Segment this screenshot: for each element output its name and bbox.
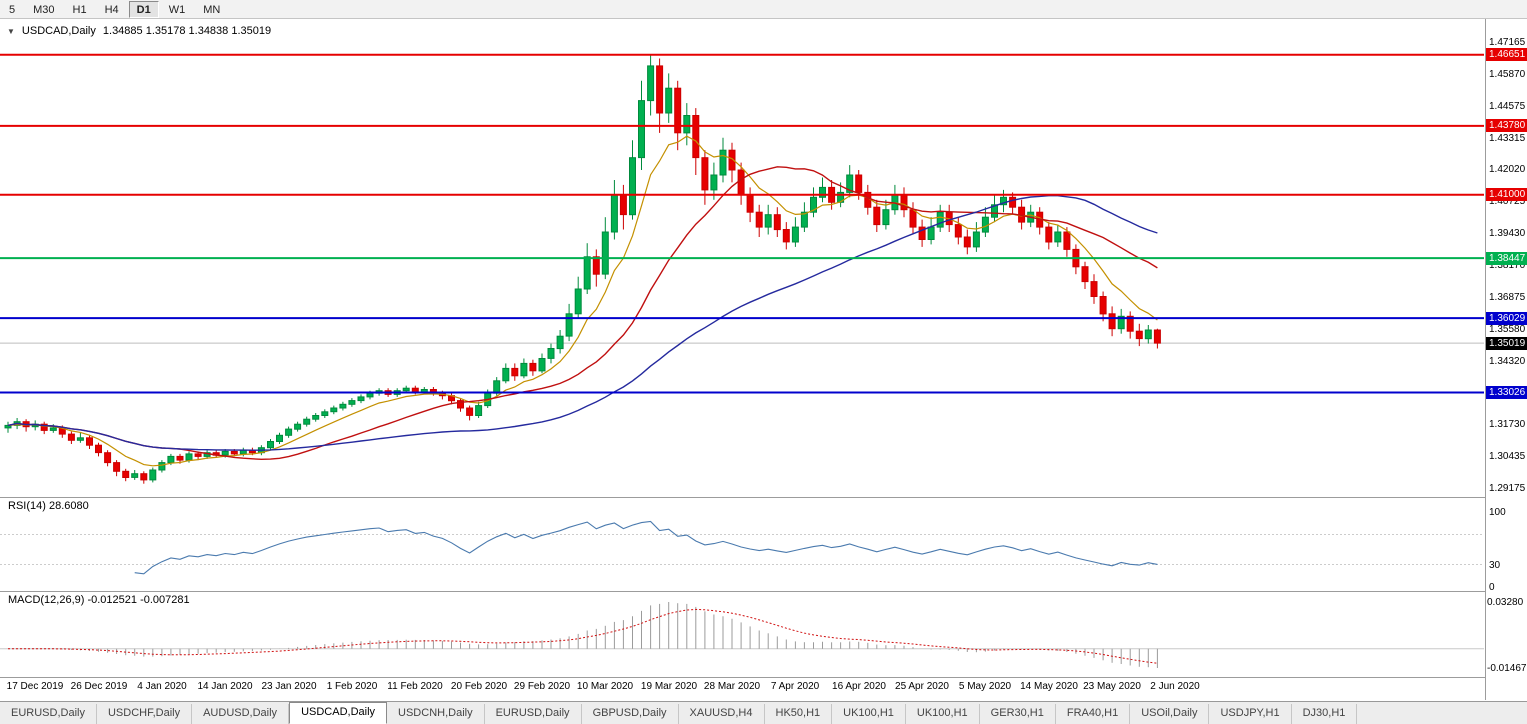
chart-tabs-bar: EURUSD,Daily USDCHF,Daily AUDUSD,Daily USDC…	[0, 701, 1527, 724]
chart-tab-eurusd-daily[interactable]: EURUSD,Daily	[485, 704, 582, 724]
rsi-axis-tick: 100	[1489, 507, 1506, 518]
price-axis-tick: 1.35580	[1489, 324, 1526, 335]
timeframe-button-d1[interactable]: D1	[128, 0, 159, 18]
ohlc-values: 1.34885 1.35178 1.34838 1.35019	[102, 25, 272, 37]
price-axis-tick: 1.44575	[1489, 101, 1526, 112]
chart-tab-usdjpy-h1[interactable]: USDJPY,H1	[1209, 704, 1292, 724]
price-axis-tick: 1.38170	[1489, 260, 1526, 271]
chart-tab-usdchf-daily[interactable]: USDCHF,Daily	[97, 704, 193, 724]
time-axis-label: 14 May 2020	[1020, 681, 1078, 692]
chart-tab-uk100-h1[interactable]: UK100,H1	[906, 704, 980, 724]
macd-panel-layer[interactable]	[0, 602, 1484, 668]
price-axis-tick: 1.40725	[1489, 196, 1526, 207]
timeframe-button-h4[interactable]: H4	[104, 3, 119, 16]
time-axis-label: 28 Mar 2020	[703, 681, 761, 692]
chart-tab-usoil-daily[interactable]: USOil,Daily	[1130, 704, 1210, 724]
time-axis-label: 19 Mar 2020	[640, 681, 698, 692]
chart-tab-usdcad-daily[interactable]: USDCAD,Daily	[289, 702, 388, 724]
panel-separator-rsi-macd[interactable]	[0, 591, 1485, 592]
price-axis-tick: 1.45870	[1489, 69, 1526, 80]
chart-tab-audusd-daily[interactable]: AUDUSD,Daily	[192, 704, 290, 724]
current-price-badge: 1.35019	[1486, 337, 1527, 350]
timeframe-button-m30[interactable]: M30	[33, 3, 55, 16]
time-axis-label: 29 Feb 2020	[513, 681, 571, 692]
price-axis-tick: 1.47165	[1489, 37, 1526, 48]
price-axis-tick: 1.42020	[1489, 164, 1526, 175]
time-axis-label: 11 Feb 2020	[387, 681, 443, 692]
time-axis-label: 20 Feb 2020	[450, 681, 508, 692]
rsi-axis-tick: 0	[1489, 582, 1495, 593]
symbol-ohlc-label: ▼ USDCAD,Daily 1.34885 1.35178 1.34838 1…	[7, 25, 271, 37]
price-line-badge[interactable]: 1.41000	[1486, 188, 1527, 201]
time-axis-label: 10 Mar 2020	[576, 681, 634, 692]
chart-tab-fra40-h1[interactable]: FRA40,H1	[1056, 704, 1131, 724]
chart-tab-eurusd-daily[interactable]: EURUSD,Daily	[0, 704, 97, 724]
price-axis-divider	[1485, 19, 1486, 700]
price-line-badge[interactable]: 1.33026	[1486, 386, 1527, 399]
panel-separator-main-rsi[interactable]	[0, 497, 1485, 498]
chart-tab-uk100-h1[interactable]: UK100,H1	[832, 704, 906, 724]
time-axis-label: 23 Jan 2020	[261, 681, 317, 692]
chart-tab-hk50-h1[interactable]: HK50,H1	[765, 704, 833, 724]
chart-tab-dj30-h1[interactable]: DJ30,H1	[1292, 704, 1358, 724]
chart-tab-xauusd-h4[interactable]: XAUUSD,H4	[679, 704, 765, 724]
rsi-axis-tick: 30	[1489, 560, 1501, 571]
panel-separator-macd-dates	[0, 677, 1485, 678]
time-axis-label: 17 Dec 2019	[6, 681, 64, 692]
chart-tab-ger30-h1[interactable]: GER30,H1	[980, 704, 1056, 724]
time-axis-label: 23 May 2020	[1083, 681, 1141, 692]
timeframe-button-mn[interactable]: MN	[203, 3, 221, 16]
horizontal-lines-layer[interactable]	[0, 53, 1484, 394]
price-axis-tick: 1.34320	[1489, 356, 1526, 367]
timeframe-button-5[interactable]: 5	[9, 3, 16, 16]
macd-axis-tick: -0.01467	[1487, 663, 1527, 674]
price-line-badge[interactable]: 1.43780	[1486, 119, 1527, 132]
price-axis-tick: 1.39430	[1489, 228, 1526, 239]
time-axis-label: 26 Dec 2019	[70, 681, 128, 692]
price-axis-tick: 1.43315	[1489, 133, 1526, 144]
price-axis-tick: 1.30435	[1489, 451, 1526, 462]
price-line-badge[interactable]: 1.38447	[1486, 252, 1527, 265]
timeframe-button-w1[interactable]: W1	[168, 3, 186, 16]
time-axis-label: 2 Jun 2020	[1150, 681, 1200, 692]
price-axis-tick: 1.31730	[1489, 419, 1526, 430]
rsi-label: RSI(14) 28.6080	[8, 500, 89, 512]
symbol-title: USDCAD,Daily	[21, 25, 96, 37]
price-axis-tick: 1.36875	[1489, 292, 1526, 303]
price-axis-tick: 1.29175	[1489, 483, 1526, 494]
rsi-panel-layer[interactable]	[0, 520, 1484, 575]
moving-averages-layer	[7, 135, 1158, 467]
time-axis-label: 14 Jan 2020	[197, 681, 253, 692]
time-axis-label: 5 May 2020	[958, 681, 1012, 692]
time-axis-label: 7 Apr 2020	[770, 681, 820, 692]
price-line-badge[interactable]: 1.46651	[1486, 48, 1527, 61]
macd-label: MACD(12,26,9) -0.012521 -0.007281	[8, 594, 190, 606]
chart-menu-arrow-icon[interactable]: ▼	[7, 26, 15, 36]
timeframe-button-h1[interactable]: H1	[72, 3, 87, 16]
timeframe-toolbar: 5 M30 H1 H4 D1 W1 MN	[0, 0, 1527, 19]
time-axis-label: 1 Feb 2020	[326, 681, 378, 692]
price-line-badge[interactable]: 1.36029	[1486, 312, 1527, 325]
time-axis-label: 25 Apr 2020	[895, 681, 949, 692]
main-price-panel[interactable]	[0, 53, 1484, 484]
time-axis-label: 16 Apr 2020	[832, 681, 886, 692]
chart-tab-gbpusd-daily[interactable]: GBPUSD,Daily	[582, 704, 679, 724]
chart-tab-usdcnh-daily[interactable]: USDCNH,Daily	[387, 704, 485, 724]
time-axis-label: 4 Jan 2020	[137, 681, 187, 692]
macd-axis-tick: 0.03280	[1487, 597, 1524, 608]
candles-layer	[4, 54, 1161, 484]
